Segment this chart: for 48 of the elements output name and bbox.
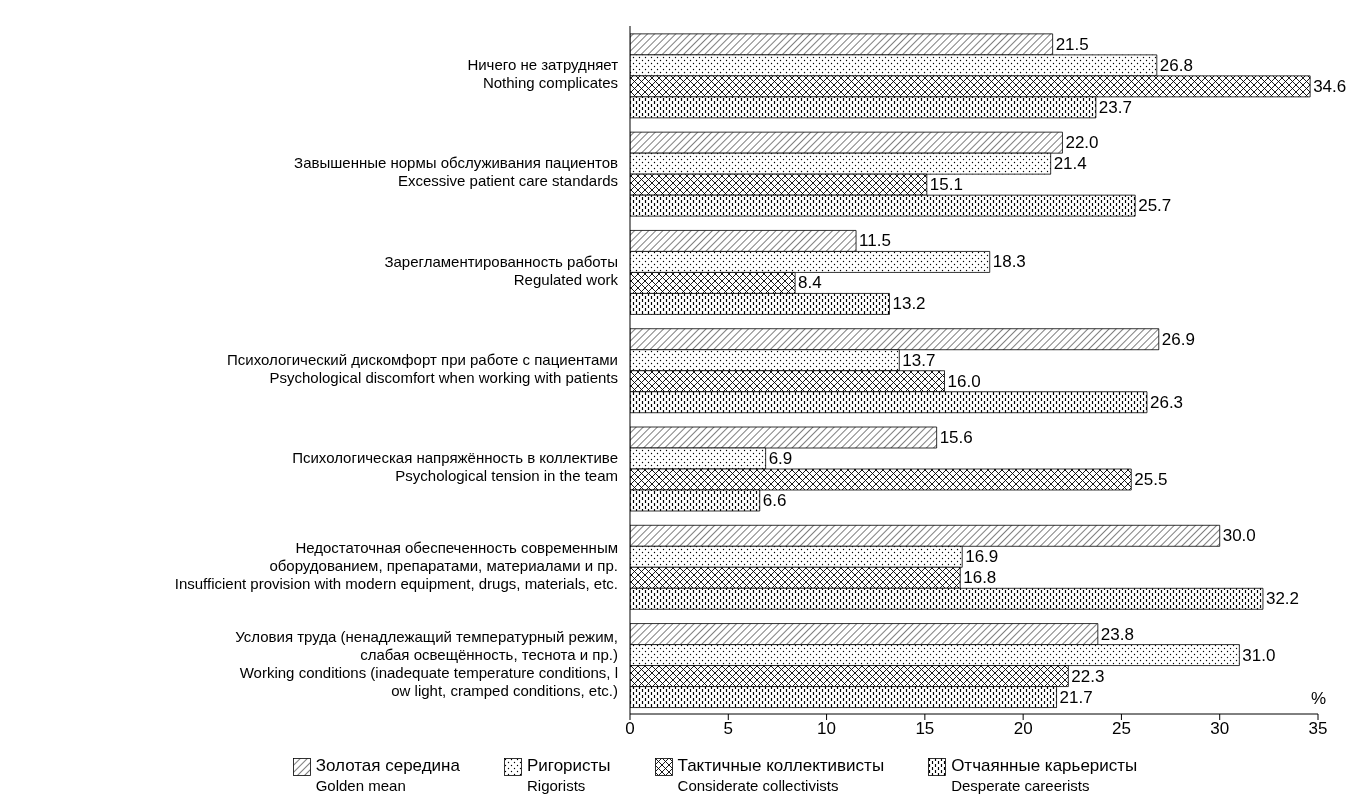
legend-label: Отчаянные карьеристы Desperate careerists (951, 756, 1138, 796)
data-label: 23.7 (1098, 97, 1132, 117)
data-label: 22.0 (1065, 133, 1099, 153)
data-label: 13.7 (902, 350, 936, 370)
data-label: 6.9 (768, 448, 793, 468)
data-label: 26.9 (1161, 329, 1195, 349)
y-tick-label: Недостаточная обеспеченность современным оборудованием, препаратами, материалами и пр. Insufficient provision with modern equipment, drugs, materials, etc. (174, 538, 618, 592)
x-tick-label: 30 (1210, 719, 1230, 739)
data-label: 22.3 (1071, 666, 1105, 686)
data-label: 25.7 (1138, 196, 1172, 216)
data-label: 11.5 (859, 231, 891, 251)
x-tick-label: 0 (625, 719, 635, 739)
data-label: 15.6 (939, 427, 973, 447)
x-tick-label: 15 (915, 719, 935, 739)
y-tick-label: Завышенные нормы обслуживания пациентов Excessive patient care standards (294, 154, 619, 190)
data-label: 6.6 (762, 490, 787, 510)
x-tick-label: 5 (723, 719, 734, 739)
data-label: 16.9 (965, 547, 999, 567)
x-axis-title: % (1310, 689, 1326, 709)
x-tick-label: 10 (817, 719, 837, 739)
data-label: 26.8 (1159, 55, 1193, 75)
data-label: 21.5 (1055, 34, 1089, 54)
data-label: 31.0 (1242, 645, 1276, 665)
data-label: 26.3 (1149, 392, 1184, 412)
legend-label: Золотая середина Golden mean (315, 756, 460, 796)
data-label: 21.7 (1059, 687, 1093, 707)
x-tick-label: 25 (1111, 719, 1131, 739)
y-tick-label: Условия труда (ненадлежащий температурный режим, слабая освещённость, теснота и пр.) Working conditions (inadequate temperature conditions, l ow light, cramped conditions, etc.) (235, 627, 618, 699)
data-label: 30.0 (1222, 526, 1256, 546)
data-label: 23.8 (1100, 624, 1134, 644)
data-label: 32.2 (1265, 589, 1300, 609)
data-label: 8.4 (798, 273, 822, 293)
y-tick-label: Зарегламентированность работы Regulated work (384, 252, 619, 288)
x-tick-label: 20 (1013, 719, 1033, 739)
y-tick-label: Ничего не затрудняет Nothing complicates (467, 56, 619, 92)
y-tick-label: Психологический дискомфорт при работе с пациентами Psychological discomfort when working with patients (227, 350, 618, 386)
data-label: 16.0 (947, 371, 981, 391)
data-label: 15.1 (929, 175, 963, 195)
data-label: 34.6 (1313, 76, 1347, 96)
y-tick-label: Психологическая напряжённость в коллективе Psychological tension in the team (292, 449, 618, 485)
x-tick-label: 35 (1308, 719, 1328, 739)
legend-label: Тактичные коллективисты Considerate collectivists (677, 756, 885, 796)
data-label: 18.3 (992, 252, 1026, 272)
data-label: 16.8 (963, 568, 997, 588)
legend-label: Ригористы Rigorists (526, 756, 611, 796)
data-label: 25.5 (1134, 469, 1168, 489)
data-label: 13.2 (892, 294, 926, 314)
data-label: 21.4 (1053, 154, 1087, 174)
